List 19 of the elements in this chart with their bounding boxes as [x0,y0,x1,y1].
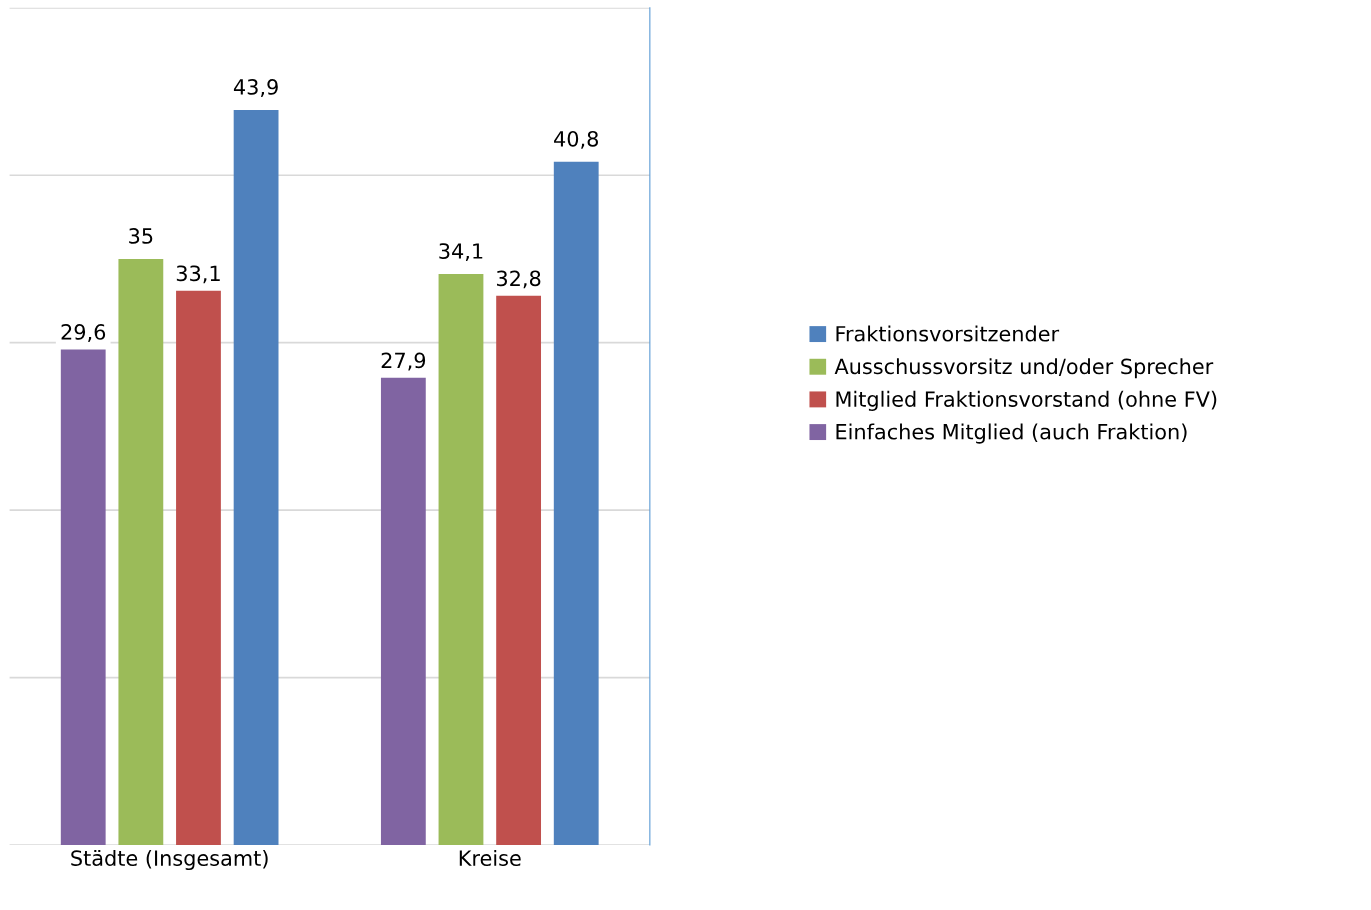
data-label: 40,8 [554,130,598,149]
x-tick-label: Kreise [459,849,521,867]
data-label: 43,9 [233,79,278,97]
x-tick-label: Städte (Insgesamt) [71,849,268,871]
data-label: 34,1 [439,243,483,262]
bar [118,258,164,846]
data-label: 33,1 [176,265,220,284]
data-label: 32,8 [497,270,541,289]
legend-label: Mitglied Fraktionsvorstand (ohne FV) [836,390,1217,411]
legend-label: Einfaches Mitglied (auch Fraktion) [836,423,1187,444]
data-label: 27,9 [381,352,426,371]
legend-label: Ausschussvorsitz und/oder Sprecher [834,358,1214,379]
bar [233,109,279,846]
legend-label: Fraktionsvorsitzender [836,325,1060,342]
bar [60,349,106,846]
bar [438,274,484,846]
data-label: 35 [129,228,153,244]
data-label: 29,6 [61,324,106,342]
bar [553,161,599,846]
